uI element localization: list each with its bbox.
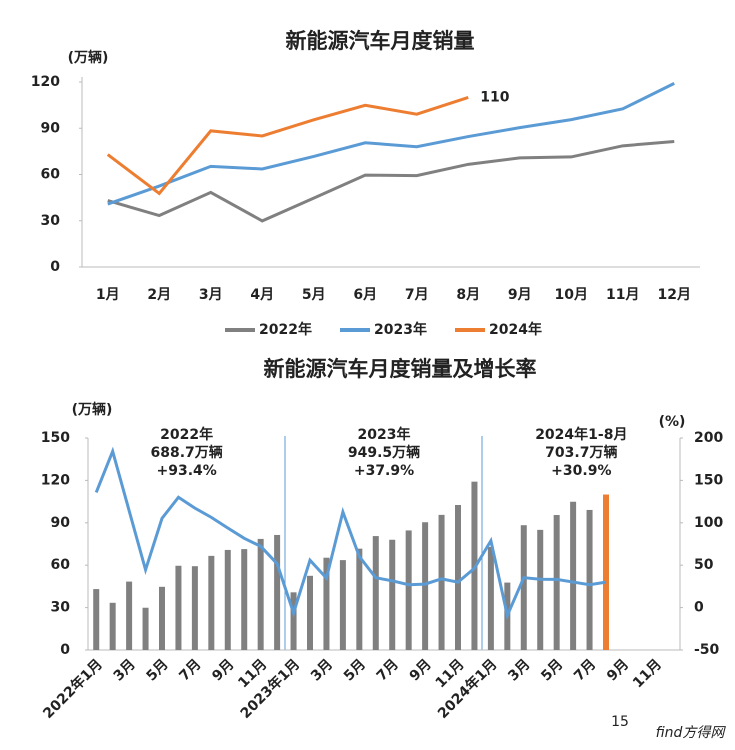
bar bbox=[553, 515, 560, 650]
annotation: 2022年 bbox=[160, 426, 213, 443]
bar bbox=[257, 538, 264, 650]
annotation: +37.9% bbox=[354, 463, 414, 479]
y-tick-label: 150 bbox=[41, 430, 70, 446]
annotation: +30.9% bbox=[551, 463, 611, 479]
legend-label: 2022年 bbox=[259, 321, 312, 338]
x-tick-label: 2月 bbox=[147, 287, 171, 303]
annotation: 2024年1-8月 bbox=[535, 426, 627, 443]
bar bbox=[356, 548, 363, 650]
bar bbox=[372, 536, 379, 650]
annotation: 703.7万辆 bbox=[545, 444, 617, 461]
y-tick-label: 60 bbox=[51, 557, 71, 573]
bar bbox=[487, 546, 494, 650]
x-tick-label: 9月 bbox=[508, 287, 532, 303]
x-tick-label: 9月 bbox=[407, 656, 435, 684]
annotation: 949.5万辆 bbox=[348, 444, 420, 461]
y-tick-label: 90 bbox=[51, 515, 71, 531]
x-tick-label: 8月 bbox=[456, 287, 480, 303]
bar bbox=[175, 565, 182, 650]
bar bbox=[586, 509, 593, 650]
y-axis-label: (万辆) bbox=[68, 49, 109, 66]
series-line bbox=[106, 95, 469, 196]
x-tick-label: 7月 bbox=[571, 656, 599, 684]
bar bbox=[307, 575, 313, 650]
bar bbox=[422, 522, 429, 650]
y-axis-label: (万辆) bbox=[72, 401, 113, 418]
bar bbox=[520, 525, 527, 650]
y2-axis-label: (%) bbox=[659, 414, 686, 430]
annotation: 2023年 bbox=[358, 426, 411, 443]
bar bbox=[290, 592, 297, 650]
x-tick-label: 6月 bbox=[353, 287, 377, 303]
x-tick-label: 3月 bbox=[308, 656, 336, 684]
bar bbox=[537, 529, 544, 650]
y2-tick-label: 50 bbox=[694, 557, 714, 573]
chart-title: 新能源汽车月度销量及增长率 bbox=[264, 357, 537, 381]
data-label: 110 bbox=[480, 89, 509, 105]
bar bbox=[241, 549, 248, 650]
bar bbox=[323, 557, 330, 650]
x-tick-label: 7月 bbox=[405, 287, 429, 303]
bar bbox=[159, 586, 165, 650]
x-tick-label: 3月 bbox=[199, 287, 223, 303]
annotation: 688.7万辆 bbox=[151, 444, 223, 461]
bar bbox=[126, 581, 133, 650]
logo: find方得网 bbox=[656, 725, 727, 741]
x-tick-label: 11月 bbox=[606, 287, 639, 303]
bar bbox=[191, 566, 198, 650]
bar bbox=[142, 607, 149, 650]
x-tick-label: 3月 bbox=[111, 656, 139, 684]
x-tick-label: 7月 bbox=[176, 656, 204, 684]
x-tick-label: 11月 bbox=[630, 656, 665, 691]
legend-label: 2024年 bbox=[489, 321, 542, 338]
bar bbox=[274, 534, 281, 650]
y2-tick-label: -50 bbox=[694, 642, 720, 658]
y-tick-label: 60 bbox=[41, 167, 61, 183]
bar bbox=[339, 560, 346, 650]
bar bbox=[389, 539, 396, 650]
series-line bbox=[107, 82, 675, 206]
y-tick-label: 120 bbox=[31, 74, 60, 90]
x-tick-label: 5月 bbox=[144, 656, 172, 684]
annotation: +93.4% bbox=[157, 463, 217, 479]
x-tick-label: 5月 bbox=[538, 656, 566, 684]
bar bbox=[603, 494, 609, 650]
bar bbox=[570, 501, 577, 650]
y-tick-label: 120 bbox=[41, 472, 70, 488]
chart-title: 新能源汽车月度销量 bbox=[286, 29, 475, 53]
x-tick-label: 10月 bbox=[555, 287, 588, 303]
bar bbox=[224, 549, 231, 650]
y-tick-label: 0 bbox=[50, 259, 60, 275]
bar bbox=[208, 555, 215, 650]
y2-tick-label: 150 bbox=[694, 472, 723, 488]
x-tick-label: 2022年1月 bbox=[40, 656, 106, 722]
y-tick-label: 90 bbox=[41, 120, 61, 136]
x-tick-label: 9月 bbox=[604, 656, 632, 684]
y2-tick-label: 200 bbox=[694, 430, 723, 446]
bar bbox=[93, 589, 100, 650]
x-tick-label: 5月 bbox=[341, 656, 369, 684]
page-number: 15 bbox=[611, 714, 629, 730]
x-tick-label: 4月 bbox=[250, 287, 274, 303]
x-tick-label: 1月 bbox=[96, 287, 120, 303]
bar bbox=[455, 504, 461, 650]
x-tick-label: 5月 bbox=[302, 287, 326, 303]
x-tick-label: 3月 bbox=[505, 656, 533, 684]
y2-tick-label: 100 bbox=[694, 515, 723, 531]
y-tick-label: 30 bbox=[51, 600, 71, 616]
x-tick-label: 12月 bbox=[658, 287, 691, 303]
legend-label: 2023年 bbox=[374, 321, 427, 338]
x-tick-label: 9月 bbox=[209, 656, 237, 684]
growth-line bbox=[94, 446, 607, 621]
y2-tick-label: 0 bbox=[694, 600, 704, 616]
bar bbox=[405, 530, 412, 650]
y-tick-label: 0 bbox=[60, 642, 70, 658]
y-tick-label: 30 bbox=[41, 213, 61, 229]
bar bbox=[438, 514, 445, 650]
x-tick-label: 7月 bbox=[374, 656, 402, 684]
bar bbox=[109, 602, 116, 650]
series-line bbox=[107, 140, 675, 223]
